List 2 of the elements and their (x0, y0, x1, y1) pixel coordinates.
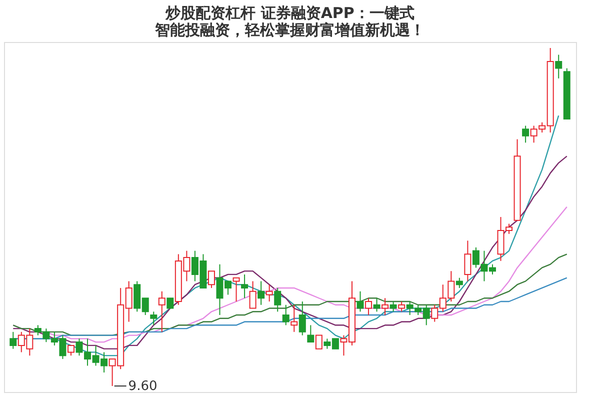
chart-title: 炒股配资杠杆 证券融资APP：一键式智能投融资，轻松掌握财富增值新机遇！ (154, 4, 425, 39)
annotation: 9.60 (128, 379, 158, 394)
